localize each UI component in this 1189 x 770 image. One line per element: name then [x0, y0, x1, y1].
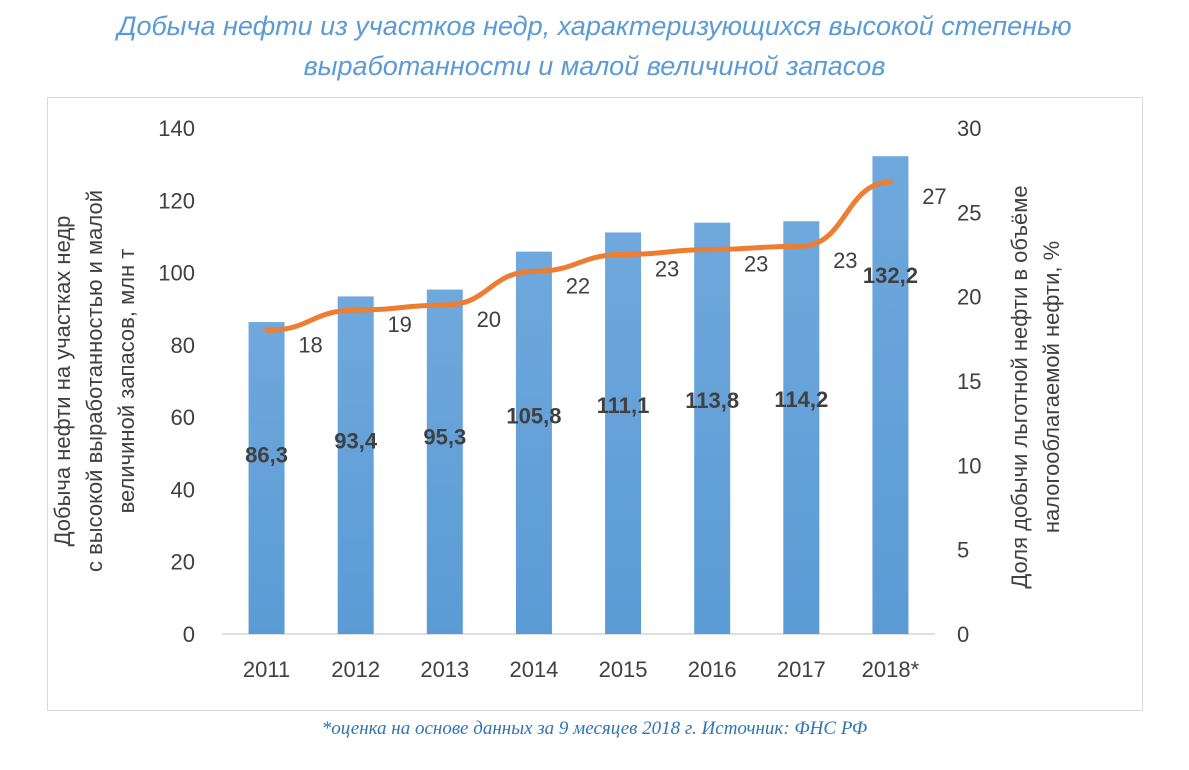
- line-data-label: 23: [833, 248, 857, 273]
- y-left-tick-label: 120: [158, 188, 195, 213]
- line-series: [264, 179, 893, 333]
- line-data-label: 20: [477, 307, 501, 332]
- y-left-axis-title-line-2: с высокой выработанностью и малой: [82, 190, 107, 572]
- chart-area: [47, 97, 1143, 711]
- bar-data-label: 114,2: [774, 387, 828, 412]
- y-left-axis-title-line-1: Добыча нефти на участках недр: [50, 216, 75, 547]
- x-tick-label: 2014: [509, 657, 558, 682]
- y-left-axis-title-line-3: величиной запасов, млн т: [114, 249, 139, 514]
- y-right-axis-title-line-2: налогооблагаемой нефти, %: [1039, 241, 1064, 533]
- bar: [694, 222, 731, 635]
- bar: [605, 232, 642, 634]
- footnote: *оценка на основе данных за 9 месяцев 20…: [321, 718, 868, 739]
- x-tick-label: 2015: [599, 657, 648, 682]
- y-left-tick-label: 0: [183, 622, 195, 647]
- line-data-label: 23: [744, 251, 768, 276]
- x-tick-label: 2011: [243, 657, 290, 682]
- bar-data-label: 105,8: [506, 404, 561, 429]
- y-right-tick-label: 10: [957, 453, 981, 478]
- chart-title-line-2: выработанности и малой величиной запасов: [303, 51, 886, 81]
- bar-data-label: 95,3: [423, 425, 466, 450]
- y-left-tick-label: 140: [158, 116, 195, 141]
- line-data-label: 18: [298, 332, 322, 357]
- y-right-tick-label: 20: [957, 285, 981, 310]
- y-right-tick-label: 5: [957, 538, 969, 563]
- bar-data-label: 93,4: [334, 428, 378, 453]
- bar: [783, 221, 820, 634]
- y-left-tick-label: 100: [158, 261, 195, 286]
- x-tick-label: 2013: [420, 657, 469, 682]
- chart-title: Добыча нефти из участков недр, характери…: [0, 6, 1189, 86]
- chart-title-line-1: Добыча нефти из участков недр, характери…: [117, 11, 1072, 41]
- bar-data-label: 132,2: [863, 263, 918, 288]
- y-right-tick-label: 30: [957, 116, 981, 141]
- bar: [872, 156, 909, 635]
- bar: [515, 251, 552, 634]
- line-data-label: 22: [566, 273, 590, 298]
- bar: [337, 296, 374, 634]
- y-left-tick-label: 80: [171, 333, 195, 358]
- bar-data-label: 113,8: [685, 388, 739, 413]
- x-tick-label: 2018*: [862, 657, 920, 682]
- x-tick-label: 2012: [331, 657, 380, 682]
- y-right-tick-label: 0: [957, 622, 969, 647]
- x-tick-label: 2016: [688, 657, 737, 682]
- line-data-label: 19: [387, 312, 411, 337]
- y-left-tick-label: 20: [171, 550, 195, 575]
- line-data-label: 27: [922, 184, 946, 209]
- line-data-label: 23: [655, 257, 679, 282]
- bar: [248, 322, 285, 634]
- y-right-tick-label: 15: [957, 369, 981, 394]
- y-right-axis-title-line-1: Доля добычи льготной нефти в объёме: [1007, 185, 1032, 588]
- bar-data-label: 111,1: [597, 393, 650, 418]
- bar: [426, 289, 463, 634]
- y-left-tick-label: 40: [171, 477, 195, 502]
- bar-data-label: 86,3: [245, 442, 288, 467]
- y-left-tick-label: 60: [171, 405, 195, 430]
- x-tick-label: 2017: [777, 657, 826, 682]
- y-right-tick-label: 25: [957, 200, 981, 225]
